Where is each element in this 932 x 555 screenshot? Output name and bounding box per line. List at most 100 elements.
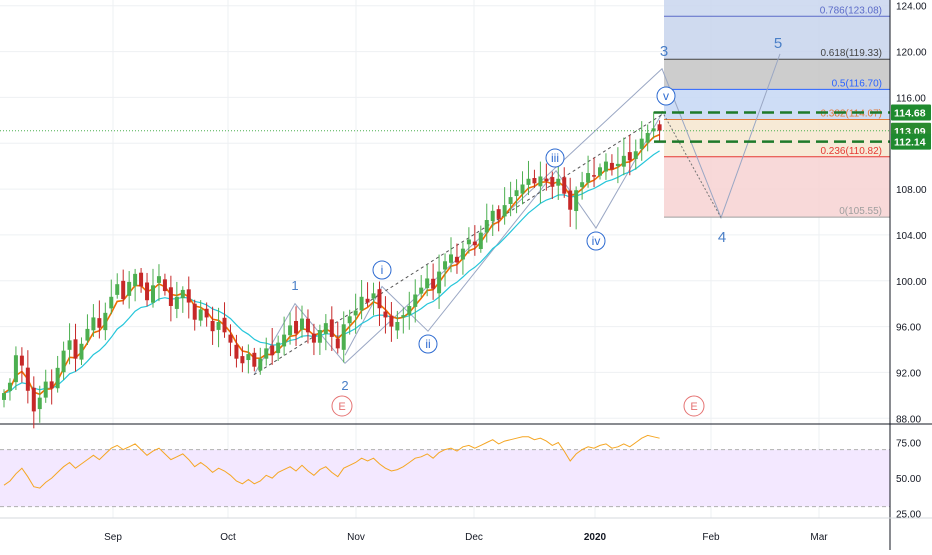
candle-86 bbox=[514, 190, 519, 197]
candle-23 bbox=[139, 272, 144, 287]
candle-94 bbox=[562, 177, 567, 194]
candle-102 bbox=[609, 162, 614, 170]
wave-label-iii: iii bbox=[551, 151, 559, 165]
candle-17 bbox=[103, 312, 108, 331]
candle-90 bbox=[538, 176, 543, 187]
candle-18 bbox=[109, 296, 114, 309]
candle-38 bbox=[228, 334, 233, 343]
x-tick-label-4: 2020 bbox=[584, 532, 607, 543]
wave-minor-path bbox=[344, 113, 663, 356]
candle-50 bbox=[300, 318, 304, 330]
candle-19 bbox=[115, 284, 120, 295]
earnings-marker-label-1: E bbox=[690, 401, 697, 413]
candle-81 bbox=[484, 220, 489, 233]
wave-circle-v bbox=[656, 86, 676, 106]
price-badge-2 bbox=[891, 133, 931, 150]
candle-52 bbox=[311, 333, 316, 343]
candle-39 bbox=[234, 344, 239, 359]
price-badge-0 bbox=[891, 104, 931, 121]
candle-88 bbox=[526, 178, 531, 185]
y-tick-label-9: 124.00 bbox=[896, 2, 927, 13]
candle-4 bbox=[25, 367, 30, 391]
candle-12 bbox=[73, 339, 78, 359]
candle-109 bbox=[651, 128, 656, 132]
candle-79 bbox=[472, 241, 477, 246]
price-badge-label-0: 114.68 bbox=[894, 108, 926, 120]
candle-85 bbox=[508, 197, 513, 205]
wave-label-2: 2 bbox=[341, 378, 348, 393]
earnings-marker-0 bbox=[331, 395, 353, 417]
fib-label-4: 0.236(110.82) bbox=[820, 146, 882, 157]
candle-62 bbox=[371, 293, 376, 299]
candle-27 bbox=[162, 279, 167, 292]
candle-97 bbox=[580, 182, 585, 188]
wave-circle-iii bbox=[545, 148, 565, 168]
y-tick-label-2: 96.00 bbox=[896, 323, 921, 334]
candle-74 bbox=[443, 261, 448, 270]
candle-42 bbox=[252, 352, 257, 367]
candle-93 bbox=[556, 178, 561, 186]
candle-13 bbox=[79, 343, 84, 360]
wave-circle-i bbox=[372, 260, 392, 280]
candle-104 bbox=[621, 155, 626, 167]
candle-33 bbox=[198, 309, 203, 321]
fibonacci-retracement: 0.786(123.08) 0.618(119.33) 0.5(116.70) 0.3… bbox=[664, 0, 890, 218]
wave-circle-ii bbox=[418, 334, 438, 354]
candle-91 bbox=[544, 178, 549, 182]
candle-65 bbox=[389, 315, 394, 327]
price-levels bbox=[0, 111, 890, 143]
rsi-line bbox=[3, 434, 660, 489]
y-tick-label-4: 104.00 bbox=[896, 231, 927, 242]
candle-66 bbox=[395, 322, 400, 331]
candle-43 bbox=[258, 358, 263, 371]
rsi-tick-label-1: 50.00 bbox=[896, 474, 921, 485]
candle-106 bbox=[633, 151, 638, 160]
candle-16 bbox=[97, 318, 102, 328]
fib-label-3: 0.382(114.07) bbox=[820, 109, 882, 120]
candle-37 bbox=[222, 317, 227, 333]
wave-label-1: 1 bbox=[291, 278, 298, 293]
candle-28 bbox=[168, 287, 173, 306]
candle-1 bbox=[7, 382, 12, 391]
candle-60 bbox=[359, 296, 364, 311]
candle-36 bbox=[216, 322, 221, 330]
candle-98 bbox=[586, 173, 591, 183]
rsi-panel bbox=[0, 423, 932, 508]
candle-3 bbox=[19, 355, 24, 366]
fib-zone-3 bbox=[664, 89, 890, 120]
candle-69 bbox=[413, 294, 418, 307]
candles bbox=[2, 111, 662, 429]
earnings-marker-1 bbox=[683, 395, 705, 417]
candle-7 bbox=[43, 381, 48, 398]
fib-zone-4 bbox=[664, 119, 890, 157]
candle-41 bbox=[246, 354, 251, 361]
candle-11 bbox=[67, 340, 72, 350]
candle-26 bbox=[156, 276, 161, 283]
candle-77 bbox=[460, 248, 465, 260]
wave-label-4: 4 bbox=[718, 229, 726, 246]
x-tick-label-3: Dec bbox=[465, 532, 483, 543]
rsi-tick-label-2: 25.00 bbox=[896, 510, 921, 521]
fib-label-0: 0.786(123.08) bbox=[820, 5, 882, 16]
price-badge-label-2: 112.14 bbox=[894, 137, 926, 149]
fib-zone-0 bbox=[664, 0, 890, 17]
candle-22 bbox=[133, 273, 138, 287]
rsi-band bbox=[0, 449, 890, 507]
candle-51 bbox=[305, 318, 310, 333]
x-tick-label-5: Feb bbox=[702, 532, 720, 543]
candle-29 bbox=[174, 296, 179, 309]
candle-96 bbox=[574, 190, 579, 212]
candle-100 bbox=[598, 167, 602, 176]
candle-76 bbox=[454, 256, 459, 263]
candle-47 bbox=[282, 334, 287, 347]
rsi-tick-label-0: 75.00 bbox=[896, 439, 921, 450]
fib-label-1: 0.618(119.33) bbox=[820, 48, 882, 59]
candle-48 bbox=[288, 325, 293, 336]
candle-67 bbox=[401, 315, 406, 318]
candle-87 bbox=[520, 184, 525, 194]
candle-45 bbox=[270, 345, 275, 356]
candle-32 bbox=[192, 303, 197, 320]
candle-44 bbox=[264, 348, 269, 359]
